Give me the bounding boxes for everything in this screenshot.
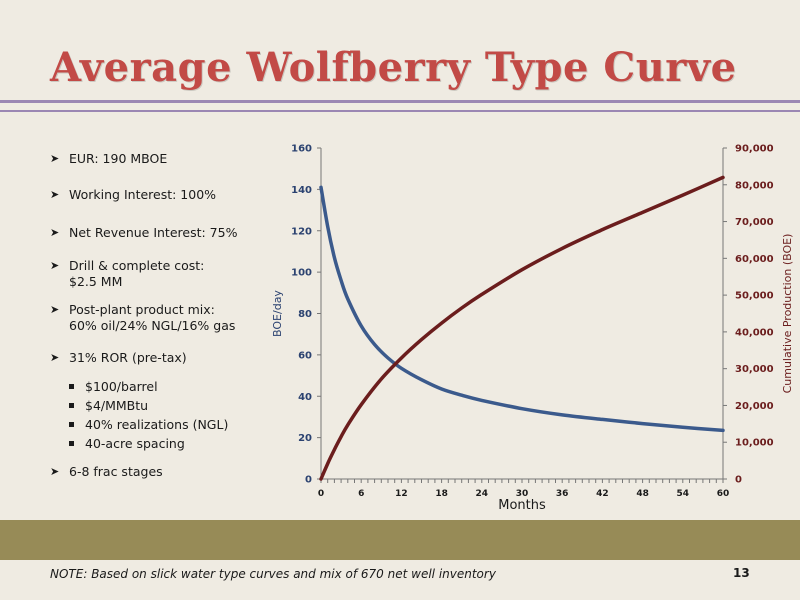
left-tick-label: 160 — [291, 144, 312, 155]
x-tick-label: 30 — [516, 489, 529, 499]
title-rule-bottom — [0, 110, 800, 112]
square-bullet-icon — [69, 422, 74, 427]
cumulative-production-line — [319, 175, 725, 481]
sub-bullet-text: $100/barrel — [85, 379, 158, 394]
square-bullet-icon — [69, 441, 74, 446]
right-tick-label: 60,000 — [735, 254, 774, 265]
title-rule-top — [0, 100, 800, 103]
sub-bullet-text: 40% realizations (NGL) — [85, 417, 229, 432]
left-tick-label: 20 — [298, 433, 312, 444]
right-tick-label: 80,000 — [735, 180, 774, 191]
square-bullet-icon — [69, 403, 74, 408]
bullet-text-line2: 60% oil/24% NGL/16% gas — [69, 318, 236, 333]
slide-title: Average Wolfberry Type Curve — [50, 44, 737, 91]
left-tick-label: 80 — [298, 309, 312, 320]
arrow-bullet-icon: ➤ — [50, 152, 60, 165]
left-tick-label: 100 — [291, 268, 312, 279]
arrow-bullet-icon: ➤ — [50, 226, 60, 239]
x-tick-label: 54 — [677, 489, 690, 499]
arrow-bullet-icon: ➤ — [50, 259, 60, 272]
right-tick-label: 10,000 — [735, 438, 774, 449]
sub-bullet-text: 40-acre spacing — [85, 436, 185, 451]
x-tick-label: 48 — [636, 489, 649, 499]
left-tick-label: 60 — [298, 350, 312, 361]
x-tick-label: 12 — [395, 489, 408, 499]
left-tick-label: 140 — [291, 185, 312, 196]
page-number: 13 — [733, 566, 750, 580]
bullet-text: Working Interest: 100% — [69, 187, 217, 202]
square-bullet-icon — [69, 384, 74, 389]
x-tick-label: 60 — [717, 489, 730, 499]
x-tick-label: 18 — [435, 489, 448, 499]
x-tick-label: 6 — [358, 489, 364, 499]
sub-bullet-text: $4/MMBtu — [85, 398, 149, 413]
bullet-text: Post-plant product mix: — [69, 302, 215, 317]
type-curve-chart: 020406080100120140160010,00020,00030,000… — [271, 144, 794, 514]
right-tick-label: 20,000 — [735, 401, 774, 412]
x-tick-label: 36 — [556, 489, 569, 499]
x-tick-label: 42 — [596, 489, 609, 499]
left-tick-label: 0 — [305, 475, 312, 486]
right-tick-label: 0 — [735, 475, 742, 486]
footnote: NOTE: Based on slick water type curves a… — [50, 567, 496, 581]
bullet-text: 6-8 frac stages — [69, 464, 163, 479]
arrow-bullet-icon: ➤ — [50, 465, 60, 478]
bullet-text: EUR: 190 MBOE — [69, 151, 168, 166]
right-tick-label: 30,000 — [735, 364, 774, 375]
right-tick-label: 50,000 — [735, 291, 774, 302]
arrow-bullet-icon: ➤ — [50, 188, 60, 201]
right-axis-title: Cumulative Production (BOE) — [781, 234, 794, 394]
footer-band — [0, 520, 800, 560]
x-tick-label: 0 — [318, 489, 324, 499]
arrow-bullet-icon: ➤ — [50, 351, 60, 364]
boe-per-day-line — [319, 185, 725, 433]
left-tick-label: 40 — [298, 392, 312, 403]
right-tick-label: 40,000 — [735, 327, 774, 338]
x-tick-label: 24 — [476, 489, 489, 499]
right-tick-label: 90,000 — [735, 144, 774, 155]
bullet-text: Net Revenue Interest: 75% — [69, 225, 238, 240]
bullet-text: 31% ROR (pre-tax) — [69, 350, 187, 365]
right-tick-label: 70,000 — [735, 217, 774, 228]
bullet-text-line2: $2.5 MM — [69, 274, 123, 289]
x-axis-title: Months — [498, 498, 546, 513]
left-tick-label: 120 — [291, 226, 312, 237]
arrow-bullet-icon: ➤ — [50, 303, 60, 316]
bullet-text: Drill & complete cost: — [69, 258, 205, 273]
left-axis-title: BOE/day — [271, 290, 284, 337]
